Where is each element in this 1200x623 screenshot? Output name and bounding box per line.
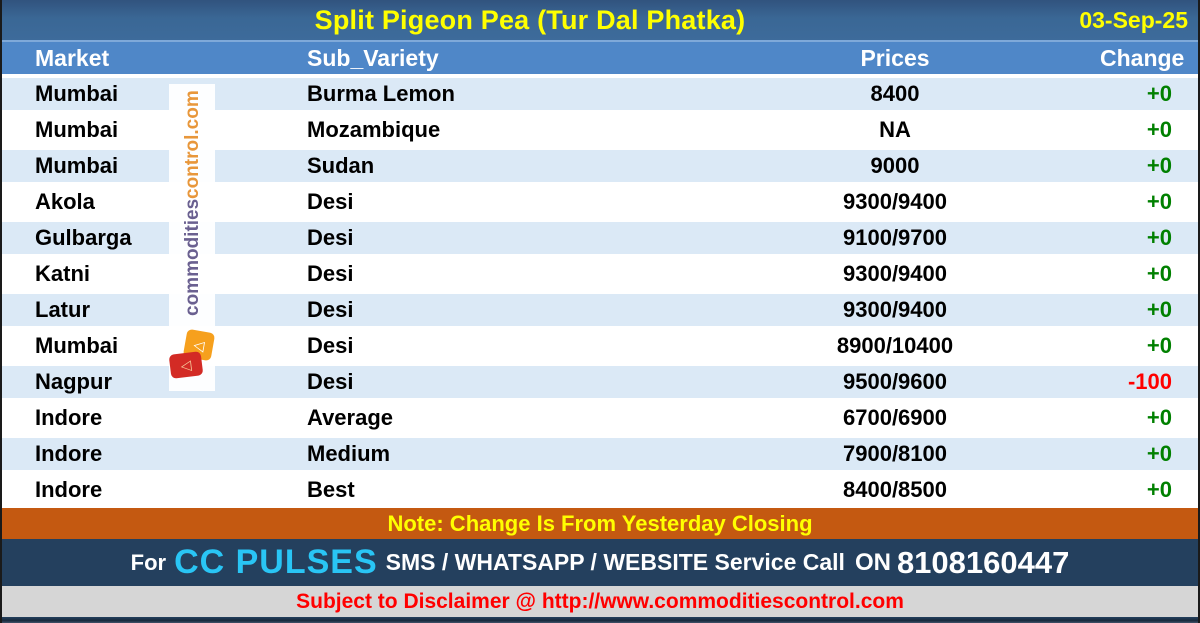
cell-change: +0 xyxy=(1146,261,1172,286)
cell-change: +0 xyxy=(1146,405,1172,430)
cell-market: Nagpur xyxy=(35,369,112,394)
cell-sub-variety: Mozambique xyxy=(307,117,441,142)
service-brand: CC PULSES xyxy=(174,543,378,581)
cell-sub-variety: Best xyxy=(307,477,355,502)
cell-sub-variety: Desi xyxy=(307,369,354,394)
page-title: Split Pigeon Pea (Tur Dal Phatka) xyxy=(314,4,746,35)
cell-prices: 9100/9700 xyxy=(843,225,947,250)
service-channels: SMS / WHATSAPP / WEBSITE Service Call xyxy=(385,549,845,575)
cell-change: +0 xyxy=(1146,441,1172,466)
cell-sub-variety: Desi xyxy=(307,261,354,286)
disclaimer-text: Subject to Disclaimer @ http://www.commo… xyxy=(296,589,904,613)
cell-prices: 9300/9400 xyxy=(843,189,947,214)
cell-change: -100 xyxy=(1127,369,1172,394)
table-row: Indore Best 8400/8500 +0 xyxy=(2,472,1198,508)
disclaimer-bar: Subject to Disclaimer @ http://www.commo… xyxy=(2,586,1198,617)
cell-prices: NA xyxy=(879,117,911,142)
column-header-sub-variety: Sub_Variety xyxy=(307,44,439,71)
watermark-text-control-com: control.com xyxy=(181,90,203,200)
cell-sub-variety: Sudan xyxy=(307,153,375,178)
cell-prices: 8400 xyxy=(870,81,920,106)
bottom-border-strip xyxy=(2,617,1198,623)
cell-sub-variety: Burma Lemon xyxy=(307,81,455,106)
table-header-row: Market Sub_Variety Prices Change xyxy=(2,40,1198,76)
cell-prices: 9000 xyxy=(870,153,920,178)
report-date: 03-Sep-25 xyxy=(1079,6,1188,33)
cell-prices: 6700/6900 xyxy=(843,405,947,430)
column-header-market: Market xyxy=(35,44,110,71)
service-on-label: ON xyxy=(854,548,891,576)
cell-market: Indore xyxy=(35,477,103,502)
cell-change: +0 xyxy=(1146,225,1172,250)
cell-sub-variety: Medium xyxy=(307,441,391,466)
service-bar: For CC PULSES SMS / WHATSAPP / WEBSITE S… xyxy=(2,539,1198,586)
cell-prices: 8400/8500 xyxy=(843,477,947,502)
service-prefix: For xyxy=(130,549,167,575)
title-bar: Split Pigeon Pea (Tur Dal Phatka) 03-Sep… xyxy=(2,0,1198,40)
commoditiescontrol-logo: ◁ ◁ xyxy=(168,328,216,391)
cell-market: Mumbai xyxy=(35,117,119,142)
cell-market: Mumbai xyxy=(35,81,119,106)
cell-prices: 9300/9400 xyxy=(843,297,947,322)
cell-market: Mumbai xyxy=(35,153,119,178)
cell-sub-variety: Desi xyxy=(307,225,354,250)
watermark-text: commodities control.com xyxy=(181,84,203,329)
cell-sub-variety: Desi xyxy=(307,189,354,214)
watermark: commodities control.com ◁ ◁ xyxy=(168,84,216,391)
cell-sub-variety: Desi xyxy=(307,333,354,358)
cell-market: Indore xyxy=(35,405,103,430)
cell-sub-variety: Average xyxy=(307,405,394,430)
cell-market: Gulbarga xyxy=(35,225,132,250)
table-row: Indore Medium 7900/8100 +0 xyxy=(2,436,1198,472)
cell-change: +0 xyxy=(1146,297,1172,322)
table-row: Indore Average 6700/6900 +0 xyxy=(2,400,1198,436)
cell-market: Indore xyxy=(35,441,103,466)
cell-change: +0 xyxy=(1146,117,1172,142)
column-header-prices: Prices xyxy=(860,44,930,71)
logo-red-square-icon: ◁ xyxy=(168,351,204,379)
note-text: Note: Change Is From Yesterday Closing xyxy=(387,510,813,536)
cell-market: Mumbai xyxy=(35,333,119,358)
cell-prices: 7900/8100 xyxy=(843,441,947,466)
cell-change: +0 xyxy=(1146,81,1172,106)
cell-market: Katni xyxy=(35,261,90,286)
cell-change: +0 xyxy=(1146,189,1172,214)
column-header-change: Change xyxy=(1100,44,1185,71)
cell-market: Latur xyxy=(35,297,90,322)
cell-market: Akola xyxy=(35,189,95,214)
cell-change: +0 xyxy=(1146,333,1172,358)
cell-prices: 8900/10400 xyxy=(836,333,954,358)
note-bar: Note: Change Is From Yesterday Closing xyxy=(2,508,1198,539)
cell-prices: 9500/9600 xyxy=(843,369,947,394)
service-phone-number: 8108160447 xyxy=(896,544,1070,580)
watermark-text-commodities: commodities xyxy=(181,199,203,317)
cell-change: +0 xyxy=(1146,477,1172,502)
cell-sub-variety: Desi xyxy=(307,297,354,322)
cell-change: +0 xyxy=(1146,153,1172,178)
cell-prices: 9300/9400 xyxy=(843,261,947,286)
